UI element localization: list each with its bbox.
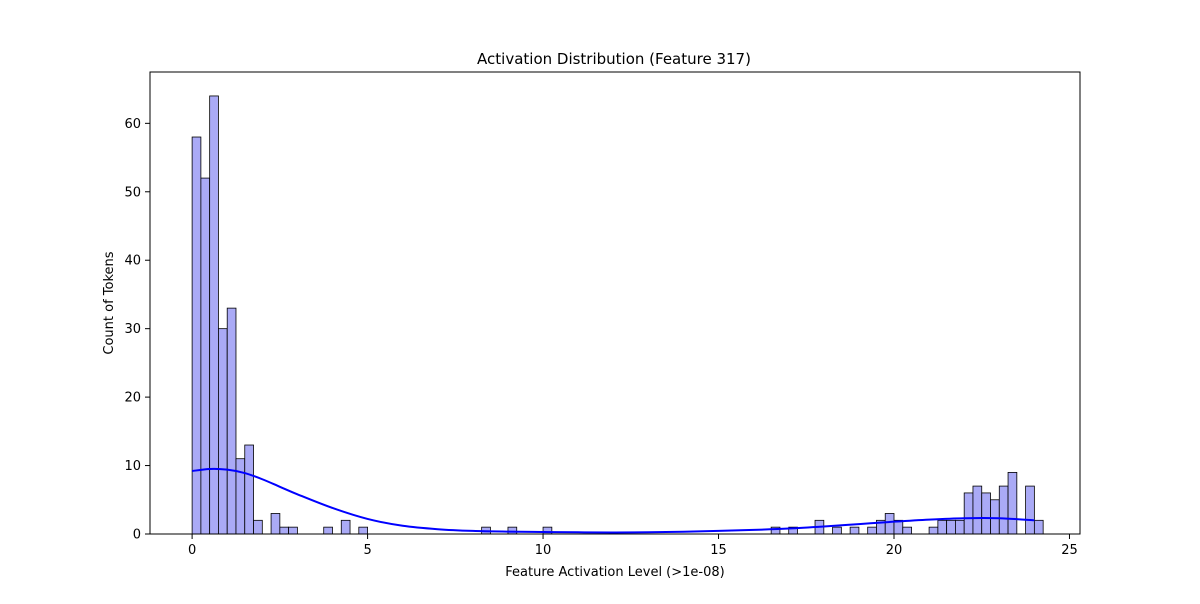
y-tick-label: 60	[124, 117, 141, 132]
y-tick-label: 50	[124, 185, 141, 200]
histogram-bar	[902, 526, 912, 535]
histogram-bar	[972, 485, 983, 535]
histogram-bar	[832, 526, 842, 535]
bars-group	[191, 95, 1044, 535]
histogram-bar	[1025, 485, 1035, 535]
histogram-bar	[849, 526, 860, 535]
y-axis: 0 10 20 30 40 50 60	[124, 117, 150, 543]
histogram-bar	[937, 519, 948, 535]
histogram-bar	[955, 519, 965, 535]
histogram-bar	[867, 526, 877, 535]
histogram-bar	[998, 485, 1009, 535]
histogram-bar	[191, 136, 202, 535]
kde-curve	[191, 467, 1035, 534]
y-tick-label: 40	[124, 254, 141, 269]
histogram-bar	[218, 328, 228, 535]
histogram-bar	[244, 444, 254, 535]
histogram-bar	[270, 513, 281, 535]
histogram-bar	[235, 458, 246, 535]
plot-frame	[149, 71, 1081, 535]
histogram-bar	[981, 492, 991, 535]
histogram-bar	[507, 526, 518, 535]
y-axis-label: Count of Tokens	[102, 251, 117, 354]
x-tick-label: 0	[188, 543, 196, 558]
histogram-bar	[340, 519, 351, 535]
histogram-bar	[288, 526, 298, 535]
x-tick-label: 5	[363, 543, 371, 558]
x-tick-label: 15	[710, 543, 727, 558]
histogram-bar	[358, 526, 368, 535]
histogram-bar	[1007, 471, 1018, 535]
x-tick-label: 25	[1061, 543, 1078, 558]
chart-title: Activation Distribution (Feature 317)	[477, 50, 751, 68]
x-tick-label: 20	[886, 543, 903, 558]
x-axis-label: Feature Activation Level (>1e-08)	[505, 565, 724, 580]
histogram-bar	[200, 177, 211, 535]
histogram-bar	[884, 513, 895, 535]
histogram-bar	[946, 519, 956, 535]
x-axis: 0 5 10 15 20 25	[188, 534, 1078, 558]
histogram-bar	[226, 307, 237, 535]
x-tick-label: 10	[535, 543, 552, 558]
histogram-bar	[279, 526, 290, 535]
y-tick-label: 30	[124, 322, 141, 337]
y-tick-label: 20	[124, 391, 141, 406]
y-tick-label: 10	[124, 459, 141, 474]
histogram-bar	[323, 526, 333, 535]
histogram-bar	[253, 519, 263, 535]
histogram-bar	[928, 526, 939, 535]
y-tick-label: 0	[133, 528, 141, 543]
histogram-bar	[963, 492, 974, 535]
histogram-bar	[990, 499, 1000, 535]
histogram-bar	[1033, 519, 1044, 535]
